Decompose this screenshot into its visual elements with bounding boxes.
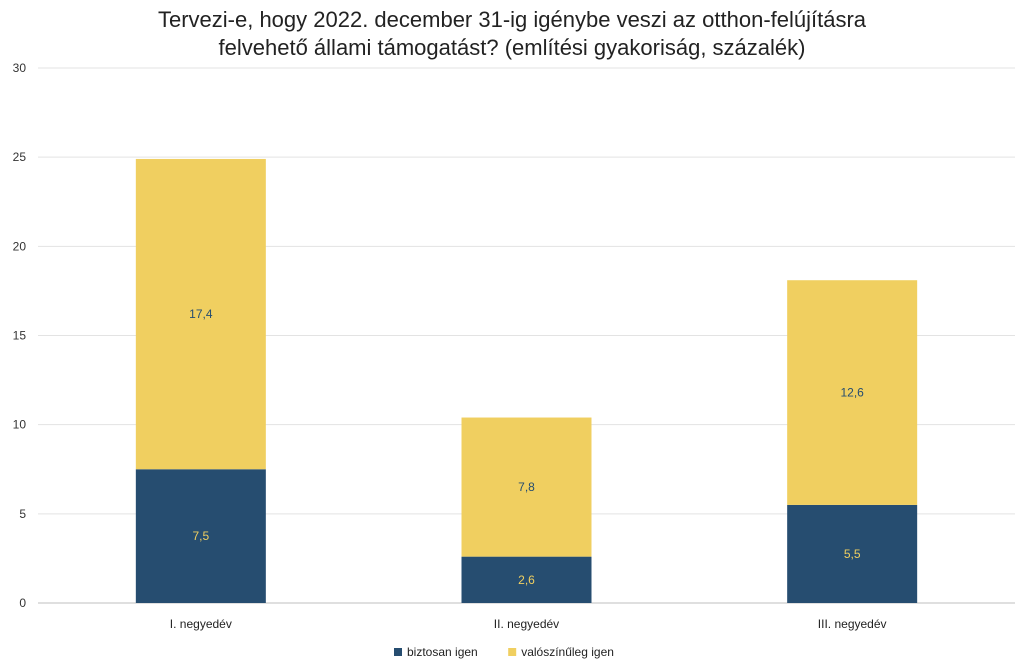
bar-segment — [135, 469, 266, 603]
y-tick-label: 5 — [19, 507, 26, 521]
bar-segment — [461, 417, 592, 557]
chart-title-line-2: felvehető állami támogatást? (említési g… — [218, 35, 806, 60]
x-tick-label: III. negyedév — [818, 617, 887, 631]
data-label: 12,6 — [840, 386, 864, 400]
y-tick-label: 30 — [13, 61, 27, 75]
y-tick-label: 0 — [19, 596, 26, 610]
legend-label: biztosan igen — [407, 645, 478, 659]
y-tick-label: 15 — [13, 329, 27, 343]
data-label: 2,6 — [518, 573, 535, 587]
chart-title-line-1: Tervezi-e, hogy 2022. december 31-ig igé… — [157, 7, 867, 32]
legend-swatch — [394, 648, 402, 656]
x-tick-label: II. negyedév — [494, 617, 559, 631]
bar-segment — [135, 158, 266, 470]
bar-segment — [461, 556, 592, 603]
y-tick-label: 10 — [13, 418, 27, 432]
data-label: 7,5 — [192, 529, 209, 543]
legend-swatch — [508, 648, 517, 656]
data-label: 7,8 — [518, 480, 535, 494]
data-label: 5,5 — [844, 547, 861, 561]
bar-segment — [787, 280, 918, 505]
y-tick-label: 20 — [13, 239, 27, 253]
y-tick-label: 25 — [13, 150, 27, 164]
bar-segment — [787, 504, 918, 603]
data-label: 17,4 — [189, 307, 213, 321]
x-tick-label: I. negyedév — [170, 617, 232, 631]
legend-label: valószínűleg igen — [521, 645, 614, 659]
